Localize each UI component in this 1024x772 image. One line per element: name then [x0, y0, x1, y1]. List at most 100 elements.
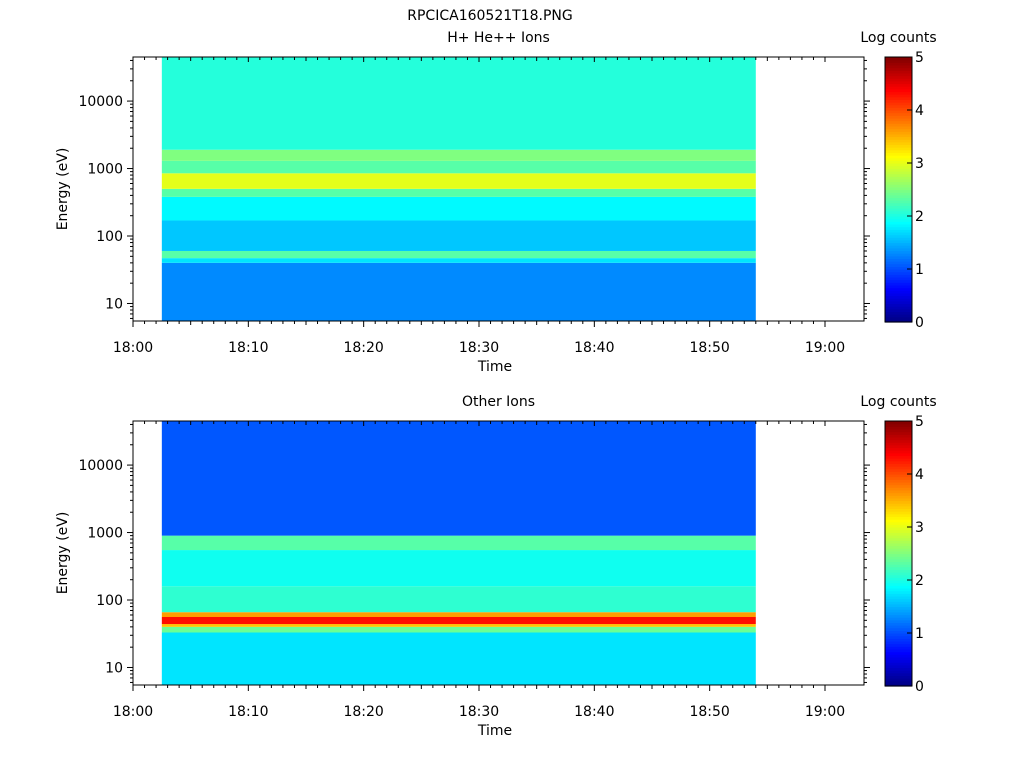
heatmap-band-4	[161, 220, 756, 251]
heatmap-band-1	[161, 632, 756, 685]
colorbar-tick-label: 5	[915, 414, 924, 430]
colorbar-step	[885, 598, 912, 602]
colorbar-step	[885, 147, 912, 151]
colorbar-step	[885, 633, 912, 637]
colorbar-step	[885, 202, 912, 206]
heatmap-band-6	[161, 188, 756, 197]
heatmap-band-10	[161, 57, 756, 150]
colorbar-tick-label: 1	[915, 626, 924, 642]
colorbar-step	[885, 271, 912, 275]
colorbar-step	[885, 580, 912, 584]
colorbar-step	[885, 117, 912, 122]
heatmap-band-9	[161, 421, 756, 536]
colorbar-step	[885, 643, 912, 647]
colorbar-step	[885, 282, 912, 286]
heatmap-band-1	[161, 262, 756, 321]
colorbar-step	[885, 659, 912, 663]
colorbar-step	[885, 239, 912, 244]
colorbar-step	[885, 656, 912, 661]
colorbar-step	[885, 128, 912, 132]
colorbar-step	[885, 88, 912, 93]
colorbar-step	[885, 75, 912, 79]
colorbar-step	[885, 269, 912, 273]
heatmap-cells	[161, 57, 756, 321]
x-tick-label: 18:00	[113, 704, 153, 720]
heatmap-band-5	[161, 612, 756, 618]
colorbar-step	[885, 234, 912, 238]
heatmap-band-6	[161, 586, 756, 613]
colorbar-step	[885, 261, 912, 265]
colorbar-step	[885, 80, 912, 85]
colorbar-step	[885, 566, 912, 570]
heatmap-cells	[161, 421, 756, 685]
colorbar-step	[885, 221, 912, 225]
colorbar-step	[885, 91, 912, 95]
colorbar-step	[885, 110, 912, 114]
colorbar-step	[885, 250, 912, 254]
colorbar-step	[885, 611, 912, 616]
colorbar-step	[885, 223, 912, 228]
colorbar-step	[885, 120, 912, 124]
colorbar-frame	[884, 420, 913, 687]
colorbar-step	[885, 558, 912, 563]
colorbar-step	[885, 276, 912, 281]
colorbar: 0 1 2 3 4 5 Log counts	[860, 30, 936, 331]
colorbar-step	[885, 651, 912, 655]
colorbar-step	[885, 255, 912, 259]
colorbar-step	[885, 479, 912, 483]
colorbar-step	[885, 306, 912, 310]
x-tick-label: 18:30	[459, 704, 499, 720]
colorbar-step	[885, 292, 912, 297]
colorbar-step	[885, 96, 912, 100]
colorbar-label: Log counts	[860, 394, 936, 410]
colorbar-step	[885, 476, 912, 480]
colorbar-step	[885, 471, 912, 475]
colorbar-step	[885, 614, 912, 618]
colorbar-step	[885, 497, 912, 502]
colorbar-step	[885, 263, 912, 267]
x-tick-label: 18:40	[574, 340, 614, 356]
colorbar-step	[885, 500, 912, 504]
colorbar-step	[885, 131, 912, 135]
colorbar-step	[885, 638, 912, 642]
colorbar-step	[885, 495, 912, 499]
colorbar-step	[885, 463, 912, 467]
colorbar-step	[885, 468, 912, 472]
colorbar-step	[885, 94, 912, 98]
colorbar-step	[885, 287, 912, 291]
colorbar-step	[885, 680, 912, 684]
colorbar-step	[885, 176, 912, 180]
x-axis-label: Time	[477, 723, 512, 739]
colorbar-step	[885, 426, 912, 430]
colorbar-step	[885, 466, 912, 470]
colorbar-step	[885, 284, 912, 289]
colorbar-step	[885, 439, 912, 443]
colorbar-step	[885, 184, 912, 188]
colorbar-step	[885, 274, 912, 278]
colorbar-step	[885, 548, 912, 552]
colorbar-step	[885, 672, 912, 676]
colorbar-step	[885, 102, 912, 106]
colorbar-step	[885, 67, 912, 71]
colorbar-step	[885, 484, 912, 488]
colorbar-step	[885, 529, 912, 533]
colorbar-step	[885, 590, 912, 594]
colorbar-step	[885, 237, 912, 241]
colorbar-step	[885, 619, 912, 623]
colorbar-step	[885, 609, 912, 613]
colorbar-tick-label: 2	[915, 209, 924, 225]
colorbar-tick-label: 0	[915, 679, 924, 695]
colorbar-step	[885, 587, 912, 592]
colorbar-step	[885, 617, 912, 621]
colorbar-step	[885, 123, 912, 127]
colorbar-label: Log counts	[860, 30, 936, 46]
y-tick-label: 1000	[87, 162, 123, 178]
colorbar-step	[885, 627, 912, 631]
colorbar-step	[885, 582, 912, 586]
heatmap-band-2	[161, 626, 756, 633]
colorbar-step	[885, 165, 912, 169]
colorbar-step	[885, 683, 912, 687]
colorbar-step	[885, 290, 912, 294]
colorbar-step	[885, 423, 912, 427]
